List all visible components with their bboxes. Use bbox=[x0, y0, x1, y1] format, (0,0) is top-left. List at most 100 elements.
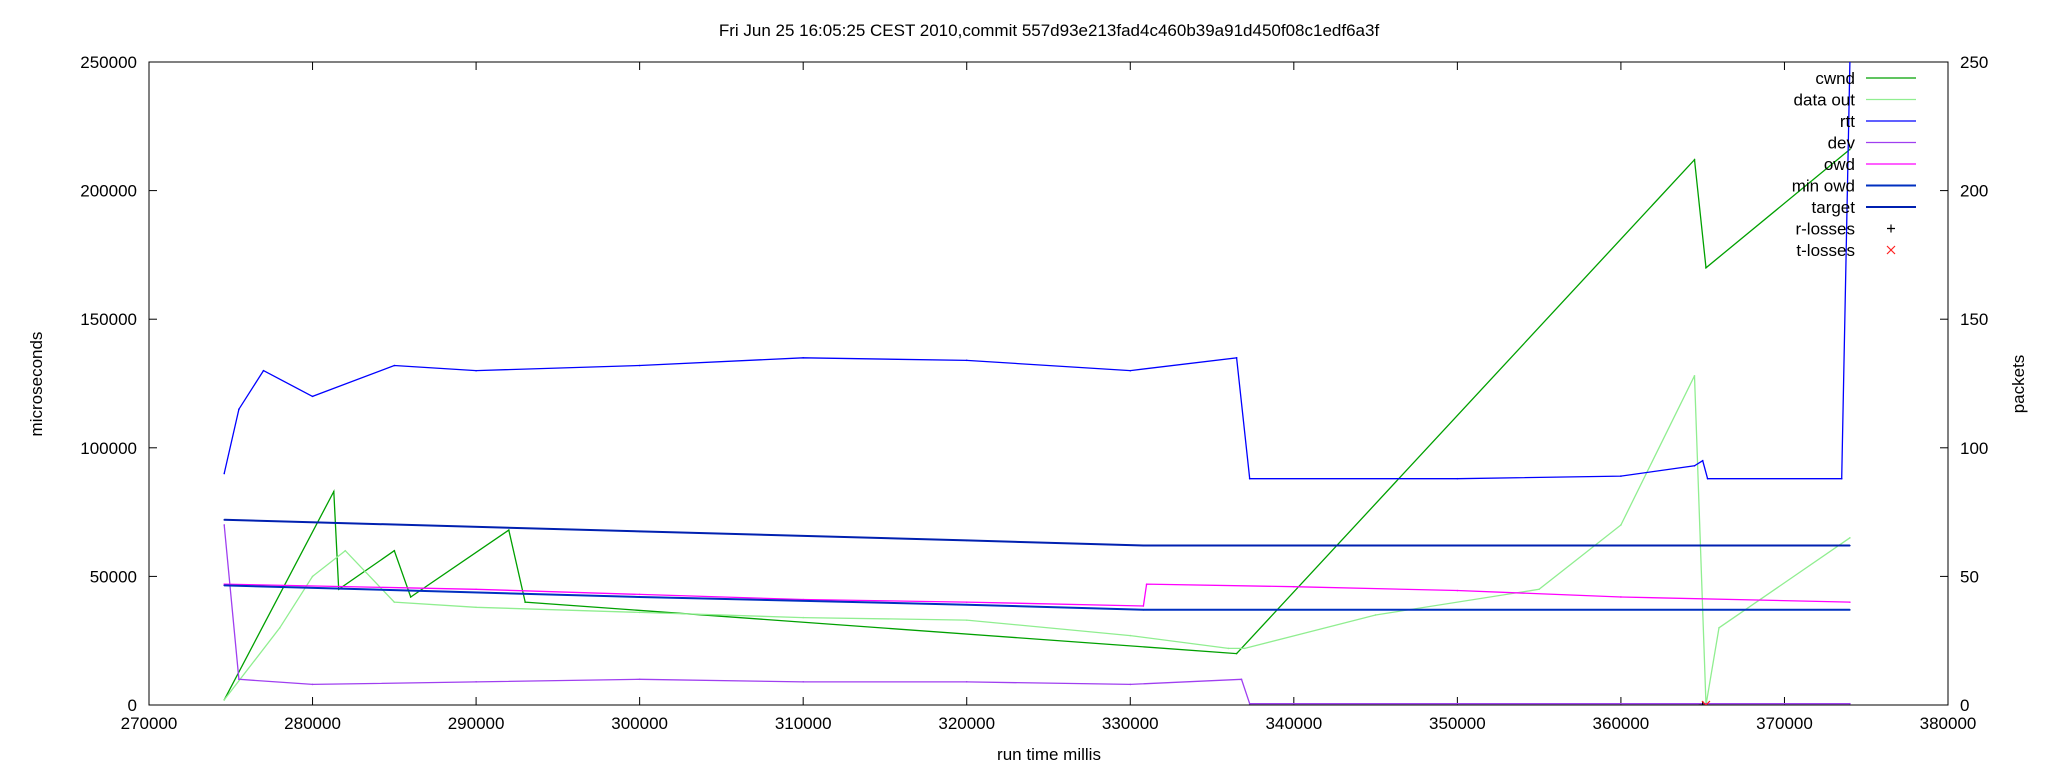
series-target bbox=[223, 518, 1851, 547]
y2-tick-label: 100 bbox=[1960, 439, 1988, 458]
plot-frame bbox=[148, 61, 1949, 706]
x-tick-label: 340000 bbox=[1265, 714, 1322, 733]
data-point-owd bbox=[1849, 601, 1851, 603]
data-point-owd bbox=[1620, 596, 1622, 598]
data-point-cwnd bbox=[524, 601, 526, 603]
data-point-target bbox=[223, 519, 226, 521]
data-point-rtt bbox=[1706, 477, 1709, 480]
data-point-data_out bbox=[223, 699, 226, 701]
data-point-dev bbox=[238, 678, 240, 681]
x-axis-label: run time millis bbox=[997, 745, 1101, 764]
data-point-rtt bbox=[1693, 465, 1696, 467]
data-point-rtt bbox=[1235, 356, 1238, 359]
y-tick-label: 50000 bbox=[90, 567, 137, 586]
x-tick-label: 320000 bbox=[938, 714, 995, 733]
data-point-data_out bbox=[1620, 524, 1622, 526]
data-point-dev bbox=[311, 683, 314, 686]
loss-marker-t_losses bbox=[1701, 700, 1711, 705]
data-point-cwnd bbox=[393, 549, 396, 552]
data-point-min_owd bbox=[638, 596, 641, 598]
data-point-rtt bbox=[1456, 477, 1459, 480]
data-point-data_out bbox=[1849, 537, 1851, 539]
data-point-rtt bbox=[393, 364, 396, 367]
series-line-owd bbox=[224, 583, 1850, 607]
data-point-target bbox=[965, 539, 968, 542]
data-point-cwnd bbox=[333, 490, 335, 493]
data-point-owd bbox=[1145, 583, 1148, 585]
data-point-rtt bbox=[1129, 369, 1132, 372]
data-point-rtt bbox=[1248, 477, 1251, 480]
data-point-rtt bbox=[238, 408, 240, 411]
y-tick-label: 150000 bbox=[80, 310, 137, 329]
y2-axis-label: packets bbox=[2009, 355, 2028, 414]
data-point-dev bbox=[1240, 678, 1243, 681]
series-line-rtt bbox=[223, 62, 1851, 480]
data-point-cwnd bbox=[1235, 652, 1238, 655]
data-point-data_out bbox=[311, 575, 314, 578]
x-tick-label: 360000 bbox=[1593, 714, 1650, 733]
x-tick-label: 380000 bbox=[1920, 714, 1977, 733]
data-point-data_out bbox=[802, 616, 804, 619]
data-point-dev bbox=[223, 524, 226, 526]
data-point-data_out bbox=[1374, 614, 1377, 616]
series-min_owd bbox=[223, 584, 1851, 611]
data-point-cwnd bbox=[1849, 148, 1851, 151]
series-layer bbox=[223, 62, 1851, 705]
legend-label-data_out: data out bbox=[1794, 91, 1856, 110]
x-tick-label: 370000 bbox=[1756, 714, 1813, 733]
y2-tick-label: 250 bbox=[1960, 53, 1988, 72]
x-tick-label: 350000 bbox=[1429, 714, 1486, 733]
series-line-data_out bbox=[223, 375, 1851, 705]
data-point-rtt bbox=[311, 395, 314, 398]
data-point-dev bbox=[1248, 702, 1251, 705]
data-point-dev bbox=[1129, 683, 1132, 686]
y-tick-label: 0 bbox=[128, 696, 137, 715]
legend-label-cwnd: cwnd bbox=[1815, 69, 1855, 88]
series-dev bbox=[223, 524, 1851, 705]
legend-label-r_losses: r-losses bbox=[1795, 220, 1855, 239]
data-point-data_out bbox=[344, 549, 347, 552]
data-point-data_out bbox=[638, 611, 641, 614]
data-point-min_owd bbox=[965, 603, 968, 606]
data-point-data_out bbox=[475, 606, 477, 609]
data-point-data_out bbox=[1718, 627, 1720, 629]
chart-title: Fri Jun 25 16:05:25 CEST 2010,commit 557… bbox=[719, 21, 1380, 40]
data-point-dev bbox=[1849, 702, 1851, 705]
data-point-rtt bbox=[262, 369, 265, 372]
x-tick-label: 280000 bbox=[284, 714, 341, 733]
data-point-owd bbox=[1456, 589, 1459, 592]
data-point-target bbox=[1142, 544, 1145, 547]
data-point-owd bbox=[638, 593, 641, 596]
legend-label-min_owd: min owd bbox=[1792, 177, 1855, 196]
data-point-rtt bbox=[965, 359, 968, 362]
x-tick-label: 270000 bbox=[121, 714, 178, 733]
y-tick-label: 100000 bbox=[80, 439, 137, 458]
y-tick-label: 200000 bbox=[80, 182, 137, 201]
data-point-rtt bbox=[223, 472, 226, 475]
legend: cwnd data out rtt dev owd min owd target r-loss… bbox=[1792, 69, 1916, 260]
data-point-rtt bbox=[638, 364, 641, 367]
data-point-min_owd bbox=[1142, 609, 1145, 611]
data-point-rtt bbox=[475, 369, 477, 372]
data-point-target bbox=[638, 530, 641, 533]
series-t_losses bbox=[1701, 700, 1711, 705]
y2-tick-label: 200 bbox=[1960, 182, 1988, 201]
data-point-data_out bbox=[1129, 634, 1132, 637]
legend-swatch-t_losses bbox=[1886, 245, 1896, 255]
data-point-rtt bbox=[1849, 62, 1851, 63]
data-point-rtt bbox=[1620, 475, 1622, 477]
series-cwnd bbox=[223, 148, 1851, 701]
legend-swatch-r_losses bbox=[1887, 224, 1895, 233]
y-tick-label: 250000 bbox=[80, 53, 137, 72]
x-tick-label: 330000 bbox=[1102, 714, 1159, 733]
series-data_out bbox=[223, 374, 1851, 705]
data-point-owd bbox=[475, 588, 477, 591]
data-point-rtt bbox=[802, 356, 804, 359]
series-line-cwnd bbox=[223, 148, 1851, 701]
data-point-data_out bbox=[965, 619, 968, 621]
legend-label-rtt: rtt bbox=[1840, 112, 1855, 131]
data-point-data_out bbox=[279, 627, 281, 629]
data-point-data_out bbox=[1538, 588, 1540, 591]
data-point-data_out bbox=[1693, 374, 1696, 377]
data-point-target bbox=[1849, 544, 1851, 547]
